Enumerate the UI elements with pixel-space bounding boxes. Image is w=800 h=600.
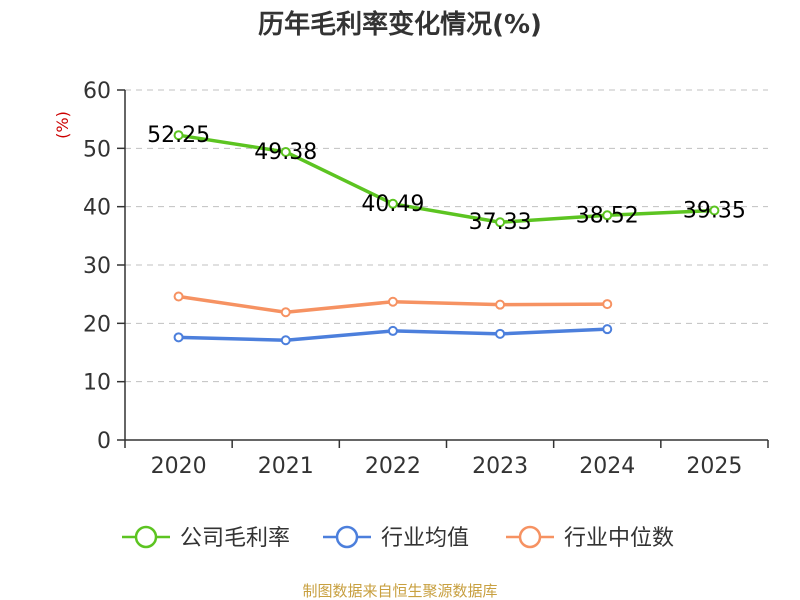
data-point	[173, 332, 184, 343]
data-label: 39.35	[683, 198, 746, 223]
x-tick-label: 2023	[472, 454, 528, 479]
legend-marker	[335, 525, 359, 549]
data-point	[602, 210, 613, 221]
data-point	[387, 325, 398, 336]
data-point	[280, 335, 291, 346]
x-tick-label: 2020	[151, 454, 207, 479]
data-label: 37.33	[469, 210, 532, 235]
y-axis-unit: (%)	[53, 111, 72, 139]
x-tick-label: 2025	[686, 454, 742, 479]
y-tick-label: 50	[83, 137, 111, 162]
legend-label: 公司毛利率	[180, 526, 290, 551]
y-tick-label: 0	[97, 429, 111, 454]
data-labels: 52.25 49.38 40.49 37.33 38.52 39.35	[147, 123, 746, 235]
legend-label: 行业中位数	[564, 526, 674, 551]
source-note: 制图数据来自恒生聚源数据库	[302, 582, 497, 600]
series-lines	[173, 130, 720, 346]
data-label: 49.38	[254, 140, 317, 165]
data-point	[173, 291, 184, 302]
data-label: 38.52	[576, 203, 639, 228]
legend: 公司毛利率 行业均值 行业中位数	[122, 525, 674, 551]
series-line	[176, 133, 717, 224]
data-point	[709, 205, 720, 216]
legend-marker	[134, 525, 158, 549]
data-point	[173, 130, 184, 141]
data-point	[280, 307, 291, 318]
data-point	[387, 296, 398, 307]
grid-lines	[125, 89, 768, 383]
x-tick-label: 2024	[579, 454, 635, 479]
legend-marker	[518, 525, 542, 549]
legend-label: 行业均值	[381, 526, 469, 551]
y-tick-label: 10	[83, 371, 111, 396]
y-tick-label: 60	[83, 79, 111, 104]
data-point	[602, 324, 613, 335]
data-label: 52.25	[147, 123, 210, 148]
data-point	[387, 198, 398, 209]
axes: 0 10 20 30 40 50 60 2020 2021 2022 2023 2024 2025	[83, 79, 769, 479]
data-point	[495, 217, 506, 228]
y-tick-label: 20	[83, 312, 111, 337]
chart-title: 历年毛利率变化情况(%)	[258, 9, 542, 40]
data-point	[280, 146, 291, 157]
data-point	[495, 299, 506, 310]
y-tick-label: 30	[83, 254, 111, 279]
x-tick-label: 2022	[365, 454, 421, 479]
y-tick-label: 40	[83, 196, 111, 221]
data-point	[495, 328, 506, 339]
data-point	[602, 299, 613, 310]
x-tick-label: 2021	[258, 454, 314, 479]
data-label: 40.49	[361, 192, 424, 217]
